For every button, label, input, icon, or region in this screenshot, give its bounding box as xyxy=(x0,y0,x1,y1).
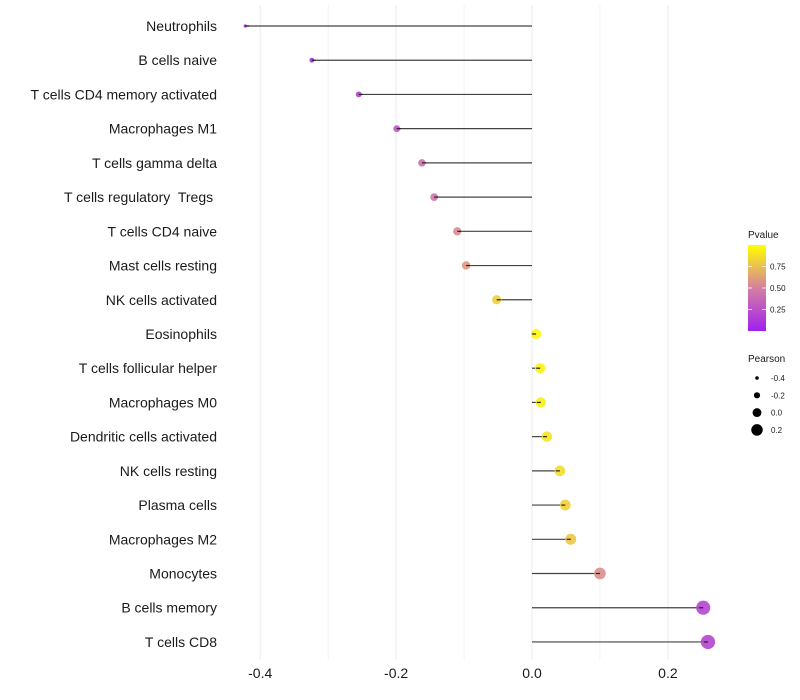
legend-size-dot xyxy=(751,424,763,436)
x-tick-label: -0.4 xyxy=(248,665,272,681)
y-tick-label: T cells regulatory Tregs xyxy=(64,189,217,205)
y-tick-label: Macrophages M1 xyxy=(109,121,217,137)
legend-size-dot xyxy=(755,376,759,380)
y-tick-label: Macrophages M0 xyxy=(109,394,217,410)
y-axis-labels: Neutrophils B cells naive T cells CD4 memo… xyxy=(31,18,218,650)
y-tick-label: B cells naive xyxy=(138,52,217,68)
y-tick-label: NK cells resting xyxy=(120,463,217,479)
legend-size-label: 0.0 xyxy=(771,409,783,418)
legend-size-dot xyxy=(753,392,761,399)
y-tick-label: Plasma cells xyxy=(138,497,217,513)
legend-size-label: 0.2 xyxy=(771,426,783,435)
points xyxy=(243,24,716,650)
x-axis-labels: -0.4 -0.2 0.0 0.2 xyxy=(248,665,678,681)
lollipop-point xyxy=(418,159,426,167)
y-tick-label: T cells CD4 memory activated xyxy=(31,86,217,102)
legend-pearson-title: Pearson xyxy=(748,354,785,365)
y-tick-label: T cells gamma delta xyxy=(92,155,217,171)
y-tick-label: Neutrophils xyxy=(146,18,217,34)
legend-pvalue: Pvalue 0.75 0.50 0.25 xyxy=(748,230,786,331)
y-tick-label: T cells CD4 naive xyxy=(108,223,218,239)
legend-pvalue-colorbar xyxy=(748,245,766,331)
colorbar-label: 0.75 xyxy=(770,263,786,272)
legend-pearson: Pearson -0.4 -0.2 0.0 0.2 xyxy=(748,354,785,436)
legend-pvalue-title: Pvalue xyxy=(748,230,779,241)
x-tick-label: -0.2 xyxy=(384,665,408,681)
grid xyxy=(259,5,669,660)
legend-size-dot xyxy=(752,408,762,418)
y-tick-label: T cells CD8 xyxy=(145,634,217,650)
y-tick-label: Macrophages M2 xyxy=(109,531,217,547)
y-tick-label: Dendritic cells activated xyxy=(70,429,217,445)
x-tick-label: 0.2 xyxy=(658,665,678,681)
y-tick-label: B cells memory xyxy=(121,600,217,616)
legend-size-label: -0.2 xyxy=(771,391,785,400)
y-tick-label: Mast cells resting xyxy=(109,258,217,274)
colorbar-label: 0.50 xyxy=(770,284,786,293)
y-tick-label: Eosinophils xyxy=(145,326,217,342)
colorbar-label: 0.25 xyxy=(770,306,786,315)
legend-size-label: -0.4 xyxy=(771,374,785,383)
sticks xyxy=(245,25,708,643)
x-tick-label: 0.0 xyxy=(522,665,542,681)
y-tick-label: NK cells activated xyxy=(106,292,217,308)
y-tick-label: T cells follicular helper xyxy=(79,360,218,376)
y-tick-label: Monocytes xyxy=(149,566,217,582)
